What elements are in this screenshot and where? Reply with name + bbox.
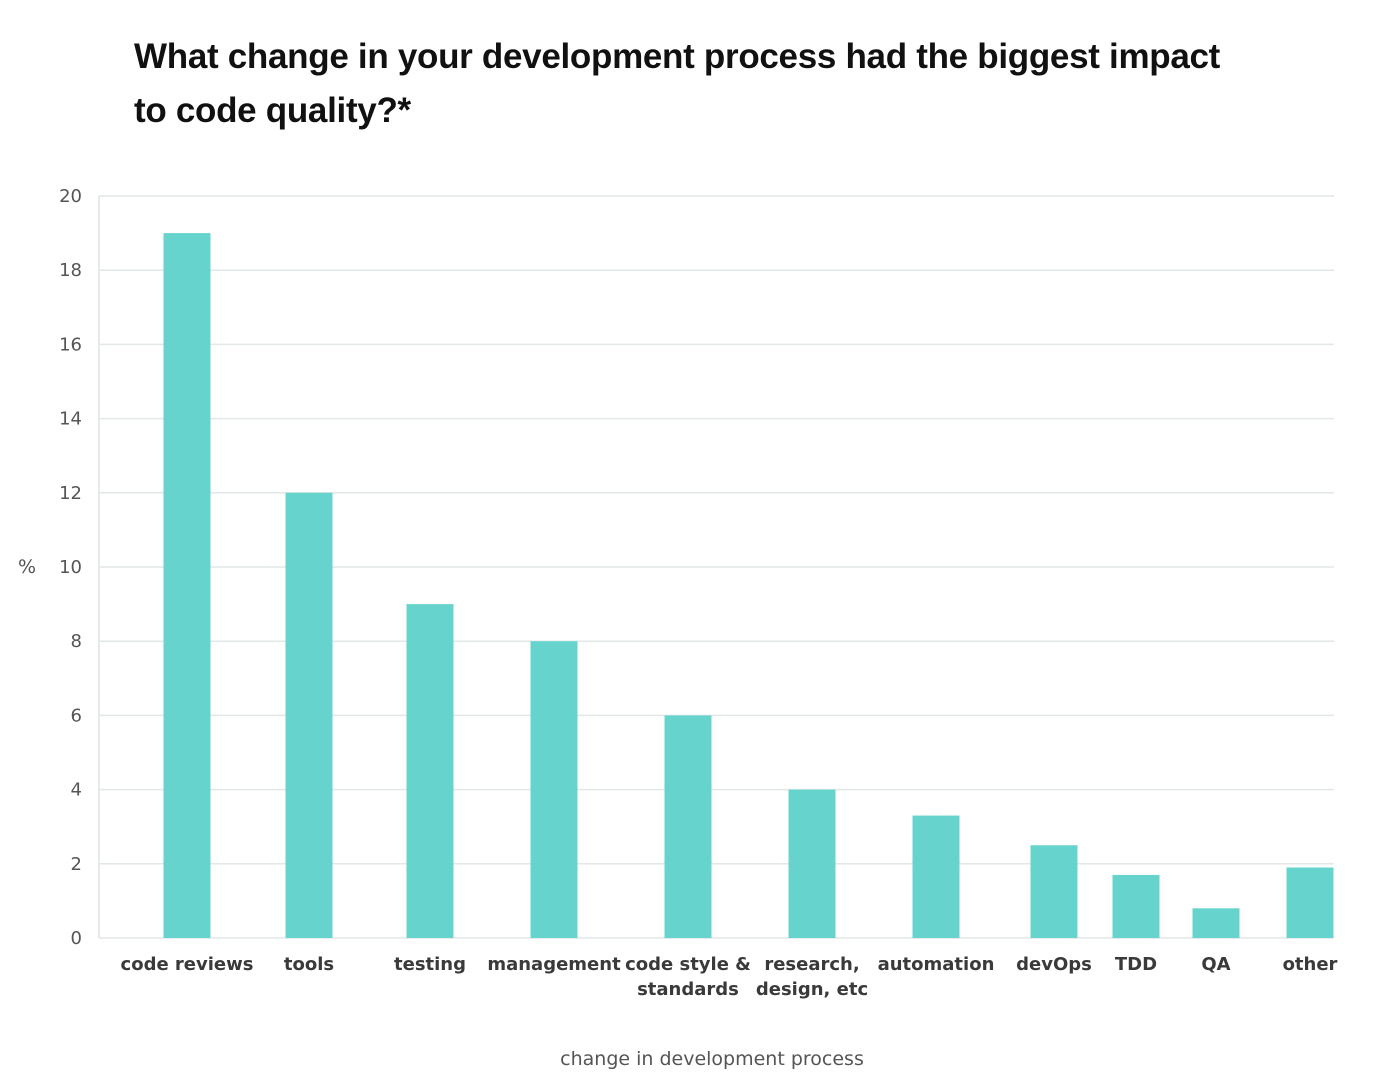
- y-tick-label: 10: [59, 557, 82, 578]
- y-tick-label: 2: [71, 854, 82, 875]
- bar-code-style-standards: [664, 715, 712, 938]
- x-tick-label: automation: [878, 954, 995, 975]
- x-tick-label-line: code style &: [625, 954, 751, 975]
- x-tick-label-line: devOps: [1016, 954, 1092, 975]
- y-tick-label: 4: [71, 780, 82, 801]
- y-tick-label: 14: [59, 409, 82, 430]
- y-tick-label: 20: [59, 186, 82, 207]
- y-tick-label: 0: [71, 928, 82, 949]
- x-tick-label: devOps: [1016, 954, 1092, 975]
- y-tick-label: 6: [71, 705, 82, 726]
- x-tick-label: other: [1283, 954, 1338, 975]
- x-tick-label: code reviews: [121, 954, 254, 975]
- bar-tdd: [1112, 874, 1160, 938]
- x-axis-label: change in development process: [560, 1048, 864, 1070]
- x-tick-label: QA: [1201, 954, 1230, 975]
- bar-qa: [1192, 908, 1240, 938]
- bar-devops: [1030, 845, 1078, 938]
- gridlines: [98, 195, 1334, 939]
- x-tick-label-line: design, etc: [756, 979, 868, 1000]
- x-tick-label-line: standards: [637, 979, 739, 1000]
- bar-testing: [406, 604, 454, 938]
- x-tick-label: code style & standards: [625, 954, 751, 1000]
- x-tick-label-line: TDD: [1115, 954, 1157, 975]
- y-axis-label: %: [18, 556, 36, 578]
- x-tick-label-line: management: [487, 954, 621, 975]
- x-tick-label-line: research,: [764, 954, 859, 975]
- x-tick-label: research, design, etc: [756, 954, 868, 1000]
- x-axis-ticks: code reviews tools testing management code s…: [121, 954, 1338, 1000]
- x-tick-label: testing: [394, 954, 466, 975]
- y-tick-label: 18: [59, 260, 82, 281]
- x-tick-label: TDD: [1115, 954, 1157, 975]
- y-tick-label: 12: [59, 483, 82, 504]
- bar-other: [1286, 867, 1334, 938]
- bar-code-reviews: [163, 233, 211, 939]
- y-tick-label: 16: [59, 334, 82, 355]
- x-tick-label-line: code reviews: [121, 954, 254, 975]
- x-tick-label: management: [487, 954, 621, 975]
- bar-management: [530, 641, 578, 938]
- chart-title: What change in your development process …: [134, 37, 1221, 130]
- y-axis-ticks: 0 2 4 6 8 10 12 14 16 18 20: [59, 186, 82, 949]
- x-tick-label-line: QA: [1201, 954, 1230, 975]
- x-tick-label-line: other: [1283, 954, 1338, 975]
- bars: [163, 233, 1334, 939]
- y-tick-label: 8: [71, 631, 82, 652]
- x-tick-label-line: testing: [394, 954, 466, 975]
- bar-automation: [912, 815, 960, 938]
- bar-research-design-etc: [788, 789, 836, 938]
- x-tick-label: tools: [284, 954, 334, 975]
- x-tick-label-line: automation: [878, 954, 995, 975]
- x-tick-label-line: tools: [284, 954, 334, 975]
- bar-tools: [285, 492, 333, 938]
